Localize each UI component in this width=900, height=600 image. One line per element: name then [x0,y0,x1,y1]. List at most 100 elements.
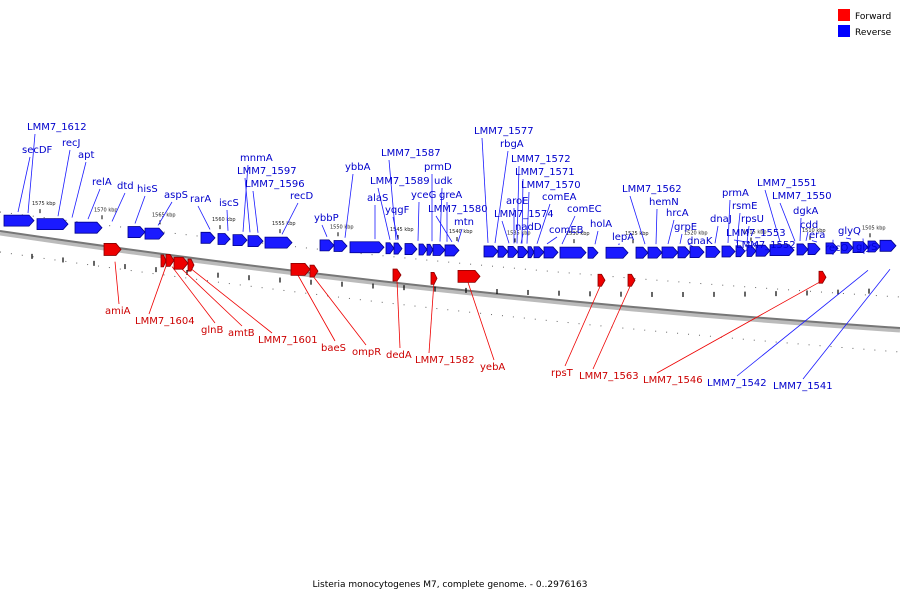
forward-leader-line [179,266,243,327]
reverse-leader-line [435,215,453,243]
gene-label-hemn: hemN [649,197,679,208]
reverse-gene-arrow [543,246,559,259]
forward-gene-arrow [290,262,311,276]
reverse-gene-arrow [746,245,757,257]
gene-label-hola: holA [590,219,612,230]
gene-label-lmm7-1597: LMM7_1597 [237,166,297,177]
gene-label-alas: alaS [367,193,388,204]
reverse-gene-arrow [426,243,434,256]
gene-label-dnak: dnaK [687,236,713,247]
forward-gene-arrow [457,270,481,283]
gene-label-lmm7-1563: LMM7_1563 [579,371,639,382]
reverse-gene-arrow [533,246,545,259]
gene-label-cdd: cdd [800,220,818,231]
forward-leader-line [189,267,273,334]
gene-label-lmm7-1570: LMM7_1570 [521,180,581,191]
forward-leader-line [312,275,367,346]
reverse-gene-arrow [755,244,771,257]
forward-gene-arrow [818,270,827,284]
reverse-leader-line [764,189,781,242]
reverse-gene-arrow [677,246,691,259]
forward-leader-line [114,261,120,305]
reverse-leader-line [71,161,87,218]
gene-label-rpsu: rpsU [741,214,764,225]
reverse-leader-line [679,233,683,244]
gene-label-recd: recD [290,191,314,202]
reverse-leader-line [736,212,741,243]
reverse-leader-line [392,216,399,241]
gene-label-grea: greA [439,190,462,201]
reverse-leader-line [17,156,31,213]
reverse-gene-arrow [74,221,103,234]
gene-label-lmm7-1551: LMM7_1551 [757,178,817,189]
legend-reverse-label: Reverse [855,28,892,38]
reverse-gene-arrow [635,246,649,259]
gene-label-lmm7-1612: LMM7_1612 [27,122,87,133]
reverse-gene-arrow [404,243,418,255]
reverse-gene-arrow [507,245,519,258]
gene-label-glnb: glnB [201,325,223,336]
gene-label-glyq: glyQ [838,226,861,237]
reverse-leader-line [457,228,463,243]
gene-label-lepa: lepA [612,232,634,243]
gene-label-comec: comEC [567,204,602,215]
reverse-leader-line [526,191,530,244]
reverse-leader-line [546,236,558,245]
gene-label-lmm7-1541: LMM7_1541 [773,381,833,392]
reverse-gene-arrow [385,242,395,255]
reverse-leader-line [134,195,146,224]
reverse-gene-arrow [144,227,165,240]
reverse-gene-arrow [879,239,897,252]
gene-label-iscs: iscS [219,198,239,209]
ruler-tick-label: 1550 kbp [330,224,354,230]
reverse-leader-line [197,205,211,230]
lower-dotted-ruler [0,251,900,353]
reverse-leader-line [561,215,576,245]
gene-label-rsme: rsmE [732,201,757,212]
genome-backbone [0,230,900,329]
ruler-tick-label: 1535 kbp [507,230,531,236]
forward-leader-line [428,281,435,354]
reverse-leader-line [667,219,675,245]
forward-gene-arrow [187,258,195,272]
legend-forward-swatch [838,9,850,21]
forward-leader-line [564,284,602,367]
reverse-leader-line [494,150,509,244]
gene-label-ybba: ybbA [345,162,371,173]
reverse-gene-arrow [319,239,335,252]
gene-features [3,214,897,287]
legend-forward-label: Forward [855,12,891,22]
reverse-gene-arrow [769,244,795,257]
reverse-leader-line [746,225,750,243]
gene-label-lmm7-1546: LMM7_1546 [643,375,703,386]
gene-label-glys: glyS [856,242,877,253]
gene-label-lmm7-1580: LMM7_1580 [428,204,488,215]
forward-leader-line [396,280,401,349]
gene-label-prmd: prmD [424,162,452,173]
gene-label-amia: amiA [105,306,131,317]
forward-leader-line [171,266,216,324]
reverse-leader-line [501,220,510,244]
gene-label-rpst: rpsT [551,368,574,379]
reverse-leader-line [157,201,173,226]
reverse-leader-line [594,230,599,245]
reverse-gene-arrow [852,241,869,254]
reverse-gene-arrow [333,240,348,252]
reverse-leader-line [714,225,719,244]
gene-label-mtn: mtn [454,217,474,228]
reverse-leader-line [655,208,658,245]
gene-label-dtd: dtd [117,181,134,192]
forward-gene-arrow [103,243,122,256]
gene-label-lmm7-1601: LMM7_1601 [258,335,318,346]
reverse-leader-line [377,187,391,240]
gene-label-lmm7-1550: LMM7_1550 [772,191,832,202]
reverse-leader-line [27,133,36,214]
reverse-leader-line [252,190,259,233]
reverse-gene-arrow [587,246,599,259]
reverse-leader-line [281,202,299,235]
forward-leader-line [297,275,336,342]
gene-label-prma: prmA [722,188,749,199]
gene-label-era: era [809,230,825,241]
genome-axis [0,230,900,333]
